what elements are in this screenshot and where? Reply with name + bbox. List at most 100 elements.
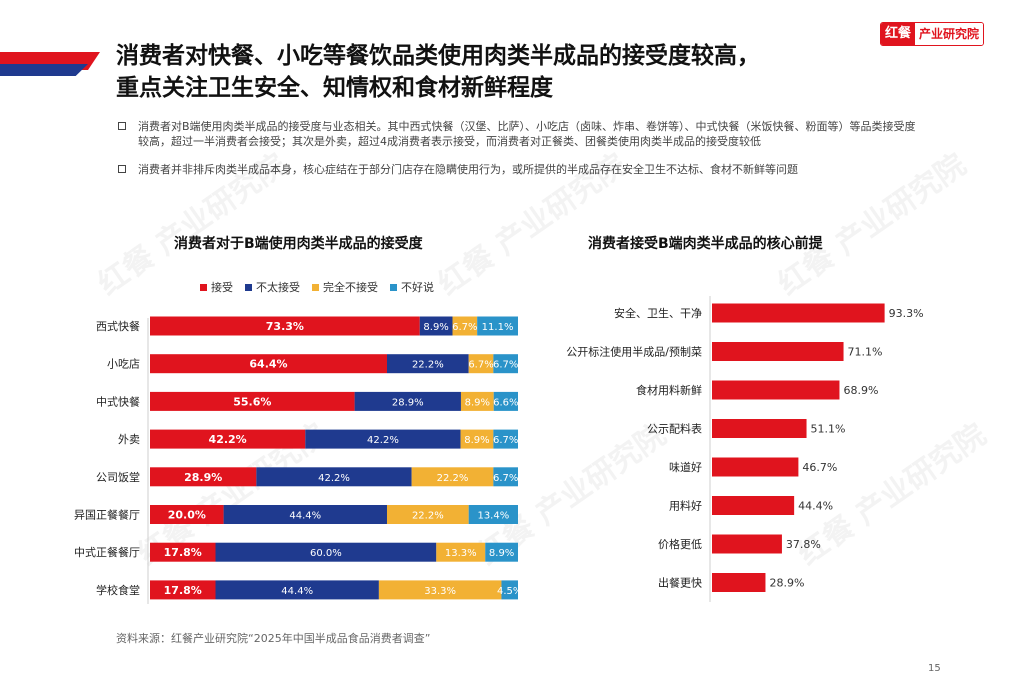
data-label: 42.2% xyxy=(209,433,247,446)
data-label: 6.7% xyxy=(452,322,477,333)
legend-label: 不好说 xyxy=(401,281,434,294)
page-number: 15 xyxy=(928,663,941,674)
category-label: 安全、卫生、干净 xyxy=(614,306,702,320)
legend-swatch xyxy=(312,283,319,291)
data-label: 60.0% xyxy=(310,548,342,559)
legend-item: 不好说 xyxy=(390,279,434,295)
bar-segment xyxy=(256,467,412,487)
bar xyxy=(712,457,799,477)
bar-segment xyxy=(386,505,469,524)
bar xyxy=(712,496,795,515)
bullet-square-icon xyxy=(118,122,126,130)
category-label: 价格更低 xyxy=(658,537,702,551)
bullet-item: 消费者并非排斥肉类半成品本身，核心症结在于部分门店存在隐瞒使用行为，或所提供的半… xyxy=(116,162,916,177)
bar-segment xyxy=(150,429,306,449)
data-label: 4.5% xyxy=(497,586,522,597)
bar-segment xyxy=(436,542,486,562)
bar-segment xyxy=(493,429,518,449)
page-title-line2: 重点关注卫生安全、知情权和食材新鲜程度 xyxy=(116,75,553,101)
legend-label: 不太接受 xyxy=(256,281,300,294)
chart2-title: 消费者接受B端肉类半成品的核心前提 xyxy=(588,236,823,252)
bar-segment xyxy=(493,391,518,411)
bullet-item: 消费者对B端使用肉类半成品的接受度与业态相关。其中西式快餐（汉堡、比萨）、小吃店… xyxy=(116,119,916,149)
data-label: 33.3% xyxy=(424,586,456,597)
bar xyxy=(712,534,782,554)
bullet-square-icon xyxy=(118,165,126,173)
bar-segment xyxy=(215,542,437,562)
bullet-text: 消费者对B端使用肉类半成品的接受度与业态相关。其中西式快餐（汉堡、比萨）、小吃店… xyxy=(138,120,916,148)
data-label: 28.9% xyxy=(184,471,222,484)
source-note: 资料来源：红餐产业研究院“2025年中国半成品食品消费者调查” xyxy=(116,632,431,645)
logo-part1: 红餐 xyxy=(881,23,916,45)
data-label: 42.2% xyxy=(367,435,399,446)
bar xyxy=(712,303,885,323)
bar-segment xyxy=(150,580,216,600)
bar xyxy=(712,342,844,361)
bullet-list: 消费者对B端使用肉类半成品的接受度与业态相关。其中西式快餐（汉堡、比萨）、小吃店… xyxy=(116,119,916,190)
data-label: 17.8% xyxy=(164,584,202,597)
bar-segment xyxy=(419,316,453,336)
data-label: 44.4% xyxy=(281,586,313,597)
bar-segment xyxy=(501,580,518,600)
bar xyxy=(712,419,807,438)
category-label: 公司饭堂 xyxy=(96,471,140,484)
data-label: 51.1% xyxy=(811,423,846,436)
category-label: 小吃店 xyxy=(107,357,140,371)
bar xyxy=(712,573,766,592)
data-label: 55.6% xyxy=(233,395,271,408)
data-label: 6.7% xyxy=(493,435,518,446)
chart1-stacked-bar: 西式快餐 73.3% 8.9% 6.7% 11.1%小吃店 64.4% 22.2% 6.7% 6… xyxy=(74,316,522,604)
category-label: 味道好 xyxy=(669,460,702,474)
data-label: 22.2% xyxy=(412,511,444,522)
bar-segment xyxy=(493,467,518,487)
legend-item: 不太接受 xyxy=(245,279,300,295)
data-label: 13.4% xyxy=(477,511,509,522)
data-label: 22.2% xyxy=(412,360,444,371)
category-label: 公开标注使用半成品/预制菜 xyxy=(566,345,702,359)
category-label: 异国正餐餐厅 xyxy=(74,508,140,522)
bullet-text: 消费者并非排斥肉类半成品本身，核心症结在于部分门店存在隐瞒使用行为，或所提供的半… xyxy=(138,163,798,176)
data-label: 6.6% xyxy=(493,397,518,408)
bar-segment xyxy=(378,580,502,600)
category-label: 出餐更快 xyxy=(658,576,702,590)
data-label: 8.9% xyxy=(464,435,489,446)
category-label: 外卖 xyxy=(118,433,140,446)
logo-part2: 产业研究院 xyxy=(915,23,984,45)
bar-segment xyxy=(305,429,461,449)
bar-segment xyxy=(460,429,494,449)
category-label: 食材用料新鲜 xyxy=(636,383,702,397)
page-title: 消费者对快餐、小吃等餐饮品类使用肉类半成品的接受度较高， 重点关注卫生安全、知情… xyxy=(116,40,896,104)
legend-label: 接受 xyxy=(211,281,233,294)
bar-segment xyxy=(150,391,355,411)
data-label: 22.2% xyxy=(437,473,469,484)
data-label: 64.4% xyxy=(249,358,287,371)
category-label: 中式快餐 xyxy=(96,394,140,408)
data-label: 44.4% xyxy=(798,500,833,513)
bar-segment xyxy=(150,542,216,562)
bar-segment xyxy=(468,505,518,524)
data-label: 46.7% xyxy=(802,461,837,474)
bar-segment xyxy=(452,316,478,336)
category-label: 学校食堂 xyxy=(96,583,140,597)
data-label: 6.7% xyxy=(468,360,493,371)
chart1-title: 消费者对于B端使用肉类半成品的接受度 xyxy=(174,236,423,252)
category-label: 用料好 xyxy=(669,499,702,513)
legend-item: 接受 xyxy=(200,279,233,295)
bar-segment xyxy=(386,354,469,374)
chart2-bar: 安全、卫生、干净 93.3% 公开标注使用半成品/预制菜 71.1% 食材用料新鲜 68.… xyxy=(566,296,924,602)
legend-label: 完全不接受 xyxy=(323,281,378,294)
data-label: 93.3% xyxy=(889,307,924,320)
data-label: 73.3% xyxy=(266,320,304,333)
bar-segment xyxy=(150,467,257,487)
header-decoration-blue xyxy=(0,64,88,76)
brand-logo: 红餐 产业研究院 xyxy=(880,22,985,46)
data-label: 68.9% xyxy=(843,384,878,397)
bar-segment xyxy=(215,580,379,600)
bar-segment xyxy=(223,505,387,524)
data-label: 6.7% xyxy=(493,473,518,484)
data-label: 6.7% xyxy=(493,360,518,371)
bar-segment xyxy=(477,316,518,336)
bar-segment xyxy=(468,354,494,374)
bar-segment xyxy=(460,391,494,411)
data-label: 8.9% xyxy=(489,548,514,559)
